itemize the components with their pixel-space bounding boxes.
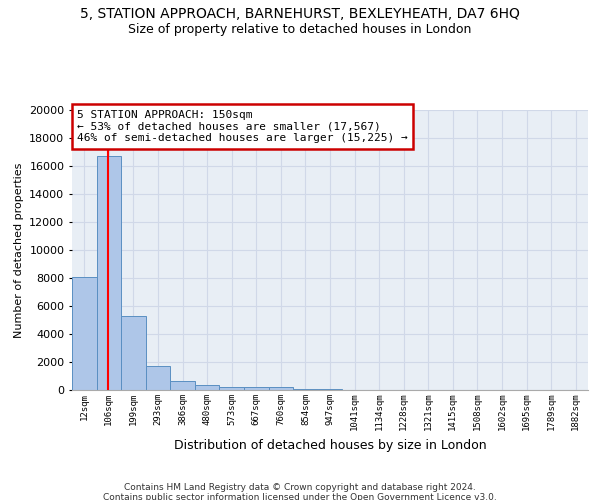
Bar [220, 386, 244, 390]
Text: Size of property relative to detached houses in London: Size of property relative to detached ho… [128, 22, 472, 36]
Y-axis label: Number of detached properties: Number of detached properties [14, 162, 23, 338]
Bar [97, 156, 121, 390]
Bar [121, 316, 146, 390]
Bar [146, 366, 170, 390]
Text: 5 STATION APPROACH: 150sqm
← 53% of detached houses are smaller (17,567)
46% of : 5 STATION APPROACH: 150sqm ← 53% of deta… [77, 110, 408, 143]
Text: 5, STATION APPROACH, BARNEHURST, BEXLEYHEATH, DA7 6HQ: 5, STATION APPROACH, BARNEHURST, BEXLEYH… [80, 8, 520, 22]
Bar [293, 388, 318, 390]
Bar [72, 276, 97, 390]
X-axis label: Distribution of detached houses by size in London: Distribution of detached houses by size … [173, 438, 487, 452]
Bar [244, 387, 269, 390]
Text: Contains public sector information licensed under the Open Government Licence v3: Contains public sector information licen… [103, 492, 497, 500]
Bar [170, 381, 195, 390]
Bar [269, 387, 293, 390]
Bar [195, 385, 220, 390]
Text: Contains HM Land Registry data © Crown copyright and database right 2024.: Contains HM Land Registry data © Crown c… [124, 482, 476, 492]
